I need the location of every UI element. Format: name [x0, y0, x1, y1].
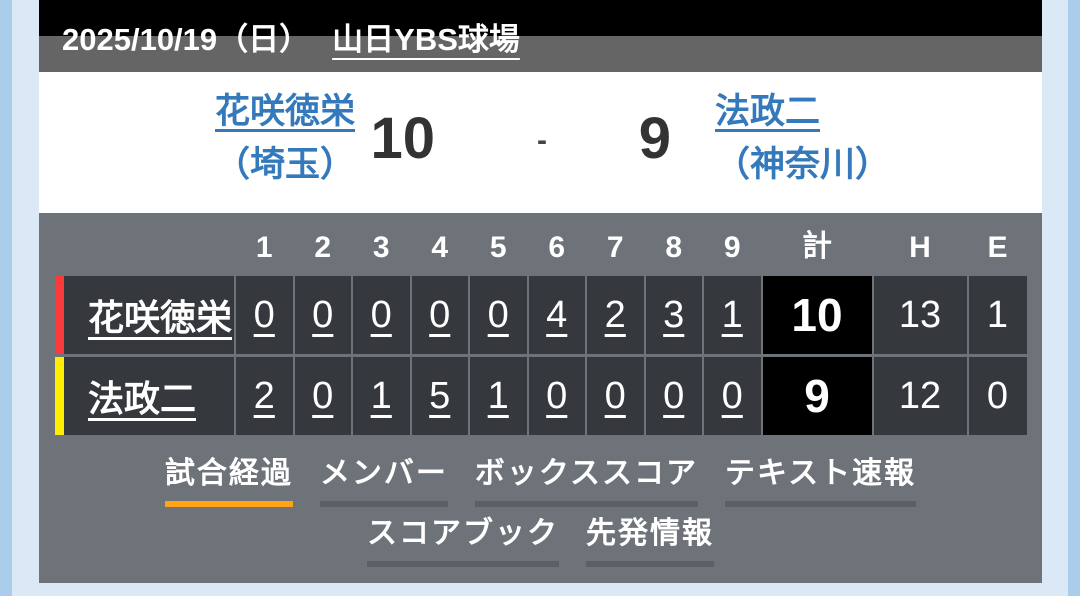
away-team-link[interactable]: 法政二	[715, 92, 821, 131]
column-header-total: 計	[802, 230, 832, 263]
away-inning-7-link[interactable]: 0	[604, 374, 626, 417]
home-inning-5-link[interactable]: 0	[487, 293, 509, 336]
home-inning-2-link[interactable]: 0	[312, 293, 334, 336]
away-inning-1-link[interactable]: 2	[253, 374, 275, 417]
column-header-inning-8: 8	[665, 231, 683, 264]
game-header: 2025/10/19（日） 山日YBS球場	[39, 0, 1042, 72]
home-inning-9-link[interactable]: 1	[721, 293, 743, 336]
away-row-team-link[interactable]: 法政二	[88, 378, 197, 419]
home-inning-cell: 1	[704, 276, 761, 354]
column-header-inning-7: 7	[606, 231, 624, 264]
tab-underline	[319, 501, 448, 507]
tab-underline	[367, 561, 559, 567]
away-inning-3-link[interactable]: 1	[370, 374, 392, 417]
away-inning-cell: 0	[528, 357, 585, 435]
home-inning-3-link[interactable]: 0	[370, 293, 392, 336]
away-inning-cell: 1	[470, 357, 527, 435]
away-inning-9-link[interactable]: 0	[721, 374, 743, 417]
tab-label: 試合経過	[164, 457, 293, 490]
away-inning-cell: 0	[587, 357, 644, 435]
column-header-spacer	[55, 213, 234, 273]
tab-label: ボックススコア	[474, 457, 698, 490]
away-score: 9	[638, 106, 671, 171]
home-inning-cell: 4	[528, 276, 585, 354]
away-inning-cell: 5	[411, 357, 468, 435]
away-inning-8-link[interactable]: 0	[663, 374, 685, 417]
home-inning-6-link[interactable]: 4	[546, 293, 568, 336]
away-inning-cell: 0	[704, 357, 761, 435]
column-header-inning-2: 2	[314, 231, 332, 264]
home-inning-8-link[interactable]: 3	[663, 293, 685, 336]
away-inning-4-link[interactable]: 5	[429, 374, 451, 417]
away-hits: 12	[873, 357, 967, 435]
away-inning-2-link[interactable]: 0	[312, 374, 334, 417]
home-inning-cell: 0	[470, 276, 527, 354]
tab-box-score[interactable]: ボックススコア	[474, 457, 698, 507]
tab-starting-lineup[interactable]: 先発情報	[586, 518, 714, 567]
line-score-table: 1 2 3 4 5 6 7 8 9 計 H E 花咲徳栄 0 0 0 0 0 4…	[55, 213, 1027, 435]
home-team-prefecture: （埼玉）	[215, 144, 356, 184]
page-frame-left	[0, 0, 12, 596]
home-inning-cell: 3	[645, 276, 702, 354]
home-errors: 1	[968, 276, 1027, 354]
column-header-inning-6: 6	[548, 231, 566, 264]
venue-link[interactable]: 山日YBS球場	[332, 21, 520, 57]
page-frame-right	[1068, 0, 1080, 596]
home-inning-cell: 0	[353, 276, 410, 354]
column-header-errors: E	[987, 231, 1008, 264]
home-row-team-link[interactable]: 花咲徳栄	[88, 297, 233, 338]
home-team-block: 花咲徳栄 （埼玉）	[215, 86, 355, 191]
away-inning-5-link[interactable]: 1	[487, 374, 509, 417]
tab-underline	[474, 501, 698, 507]
tab-label: スコアブック	[367, 517, 559, 550]
tab-underline	[725, 501, 917, 507]
tab-underline	[164, 501, 293, 507]
tab-label: 先発情報	[586, 517, 714, 550]
column-header-inning-9: 9	[723, 231, 741, 264]
column-header-hits: H	[909, 231, 931, 264]
home-inning-cell: 0	[236, 276, 293, 354]
tab-text-live[interactable]: テキスト速報	[725, 457, 917, 507]
home-inning-cell: 0	[294, 276, 351, 354]
home-inning-7-link[interactable]: 2	[604, 293, 626, 336]
tab-scorebook[interactable]: スコアブック	[367, 518, 559, 567]
tab-label: テキスト速報	[725, 457, 917, 490]
away-team-block: 法政二 （神奈川）	[715, 86, 890, 191]
tab-members[interactable]: メンバー	[319, 457, 448, 507]
away-inning-cell: 0	[645, 357, 702, 435]
home-inning-cell: 0	[411, 276, 468, 354]
column-header-inning-1: 1	[255, 231, 273, 264]
away-inning-cell: 1	[353, 357, 410, 435]
tab-label: メンバー	[319, 457, 448, 490]
tabs-row-1: 試合経過 メンバー ボックススコア テキスト速報	[39, 458, 1042, 507]
away-team-prefecture: （神奈川）	[715, 144, 891, 184]
tab-game-progress[interactable]: 試合経過	[164, 457, 293, 507]
home-inning-4-link[interactable]: 0	[429, 293, 451, 336]
home-total-runs: 10	[762, 276, 872, 354]
tab-underline	[586, 561, 714, 567]
scoreboard-section: 1 2 3 4 5 6 7 8 9 計 H E 花咲徳栄 0 0 0 0 0 4…	[39, 213, 1042, 583]
column-header-inning-4: 4	[431, 231, 449, 264]
home-row-team-cell: 花咲徳栄	[55, 276, 234, 354]
away-errors: 0	[968, 357, 1027, 435]
column-header-inning-5: 5	[489, 231, 507, 264]
away-total-runs: 9	[762, 357, 872, 435]
away-row-team-cell: 法政二	[55, 357, 234, 435]
away-inning-cell: 0	[294, 357, 351, 435]
home-inning-cell: 2	[587, 276, 644, 354]
tabs-row-2: スコアブック 先発情報	[39, 518, 1042, 567]
home-team-link[interactable]: 花咲徳栄	[215, 92, 356, 131]
column-header-inning-3: 3	[372, 231, 390, 264]
game-date: 2025/10/19（日）	[62, 21, 311, 57]
home-score: 10	[370, 106, 435, 171]
away-inning-cell: 2	[236, 357, 293, 435]
away-inning-6-link[interactable]: 0	[546, 374, 568, 417]
matchup-strip: 花咲徳栄 （埼玉） 10 - 9 法政二 （神奈川）	[39, 72, 1042, 213]
home-inning-1-link[interactable]: 0	[253, 293, 275, 336]
home-hits: 13	[873, 276, 967, 354]
score-separator: -	[537, 124, 547, 157]
game-panel: 2025/10/19（日） 山日YBS球場 花咲徳栄 （埼玉） 10 - 9 法…	[39, 0, 1042, 583]
